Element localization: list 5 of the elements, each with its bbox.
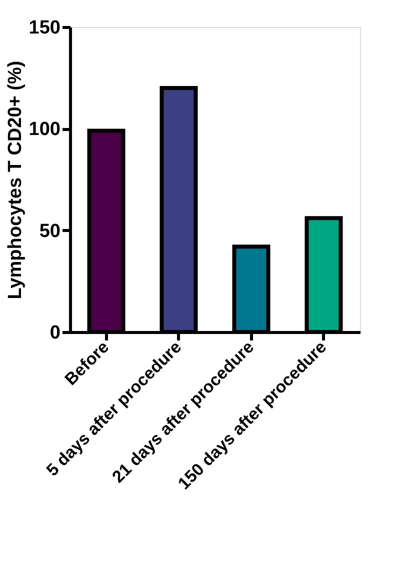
y-axis-title: Lymphocytes T CD20+ (%): [4, 60, 26, 300]
y-tick-label: 0: [50, 322, 60, 344]
y-tick-label: 150: [28, 18, 60, 38]
y-tick-label: 100: [28, 119, 60, 140]
y-tick-label: 50: [39, 220, 60, 242]
